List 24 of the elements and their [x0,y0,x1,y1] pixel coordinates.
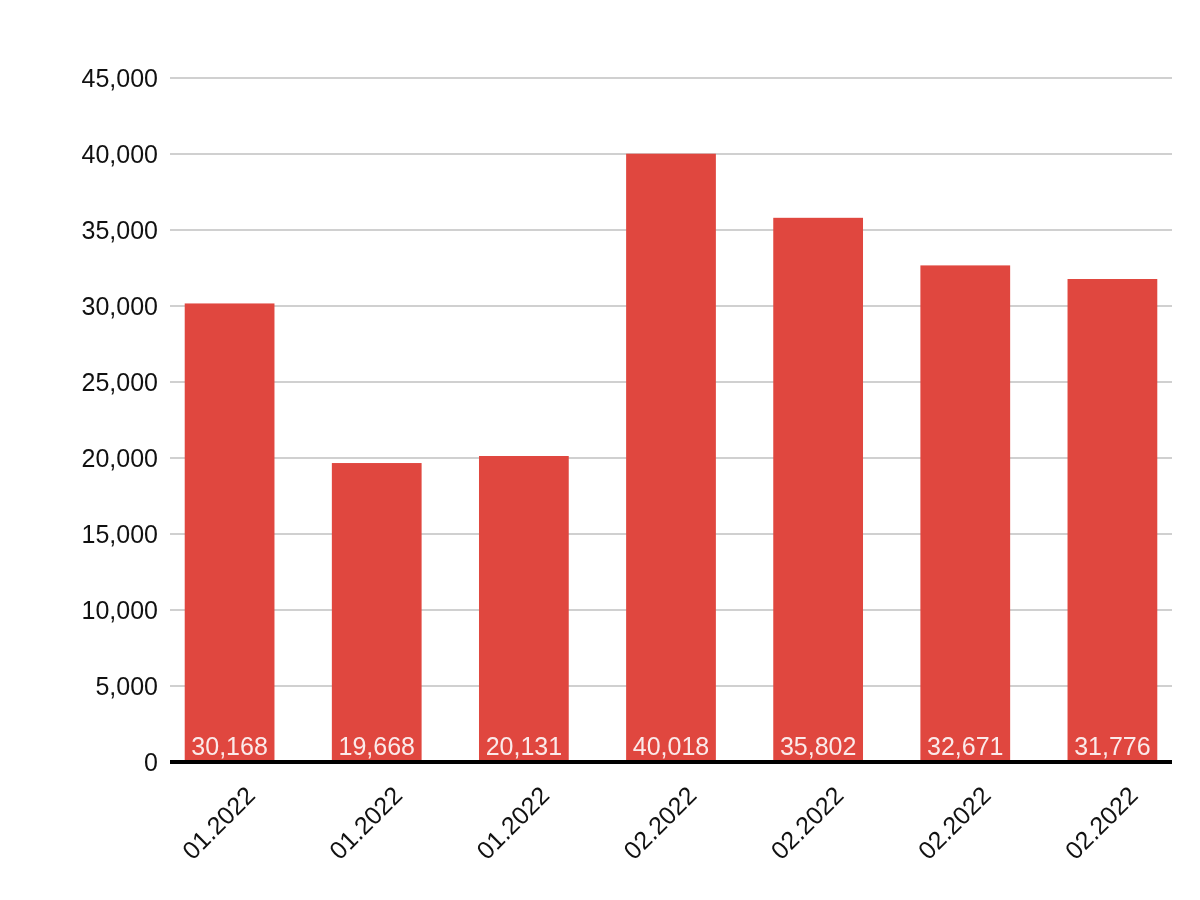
data-label: 31,776 [1074,732,1151,760]
data-label: 20,131 [485,732,563,760]
data-label: 19,668 [338,732,415,760]
y-tick-label: 0 [144,748,158,776]
data-label: 30,168 [191,732,268,760]
bar [626,153,716,762]
data-label: 35,802 [779,732,857,760]
bar [331,463,422,762]
bar [920,265,1011,762]
y-tick-label: 30,000 [81,292,158,320]
y-tick-label: 40,000 [81,140,158,168]
y-tick-label: 35,000 [81,216,158,244]
y-tick-label: 45,000 [81,64,158,92]
y-tick-label: 10,000 [81,596,158,624]
y-tick-label: 5,000 [95,672,158,700]
bar [1067,279,1158,762]
y-tick-label: 15,000 [81,520,158,548]
bar [184,303,275,762]
y-tick-label: 25,000 [81,368,158,396]
y-tick-label: 20,000 [81,444,158,472]
bar [773,217,864,762]
data-label: 40,018 [632,732,710,760]
data-label: 32,671 [927,732,1004,760]
bar [478,456,569,762]
